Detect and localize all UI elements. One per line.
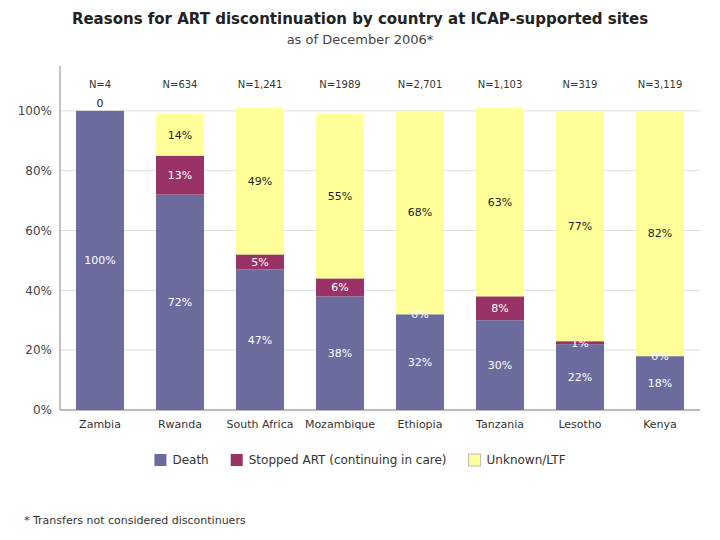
annotation: N=3,119 <box>638 79 683 90</box>
legend-label: Death <box>172 453 208 467</box>
y-tick-label: 80% <box>25 164 52 178</box>
y-axis-line <box>60 66 61 410</box>
bar-segment <box>396 111 444 314</box>
data-label: 30% <box>488 359 512 372</box>
data-labels: 100% 0 72% 13% 14% 47% 5% 49% 38% 6% 55% 32% 0% 68% 30… <box>84 97 672 390</box>
bars <box>76 108 684 410</box>
bar-segment <box>76 110 124 111</box>
bar-segment <box>636 356 684 410</box>
annotation: N=1,241 <box>238 79 283 90</box>
legend: Death Stopped ART (continuing in care) Unk… <box>154 453 565 467</box>
y-tick-label: 40% <box>25 284 52 298</box>
bar-segment <box>156 114 204 156</box>
annotation: N=4 <box>89 79 111 90</box>
x-tick-label: Tanzania <box>475 418 524 431</box>
chart: Reasons for ART discontinuation by count… <box>0 0 720 540</box>
legend-item: Death <box>154 453 208 467</box>
bar-segment <box>476 108 524 296</box>
data-label: 0% <box>411 308 428 321</box>
data-label: 32% <box>408 356 432 369</box>
bar-segment <box>636 111 684 356</box>
bar-segment <box>556 344 604 410</box>
data-label: 1% <box>571 337 588 350</box>
bar-segment <box>156 195 204 410</box>
data-label: 5% <box>251 256 268 269</box>
data-label: 72% <box>168 296 192 309</box>
legend-swatch <box>231 454 243 466</box>
data-label: 6% <box>331 281 348 294</box>
legend-swatch <box>154 454 166 466</box>
bar-segment <box>76 111 124 410</box>
annotation: N=2,701 <box>398 79 443 90</box>
bar-segment <box>316 278 364 296</box>
data-label: 38% <box>328 347 352 360</box>
y-tick-label: 0% <box>33 403 52 417</box>
data-label: 77% <box>568 220 592 233</box>
x-tick-label: Ethiopia <box>398 418 443 431</box>
grid <box>60 111 700 410</box>
bar-segment <box>236 108 284 255</box>
x-tick-label: South Africa <box>227 418 294 431</box>
bar-segment <box>236 254 284 269</box>
bar-segment <box>396 314 444 410</box>
annotation: N=1,103 <box>478 79 523 90</box>
bar-segment <box>556 111 604 341</box>
y-tick-label: 20% <box>25 343 52 357</box>
data-label: 22% <box>568 371 592 384</box>
data-label: 18% <box>648 377 672 390</box>
data-label: 55% <box>328 190 352 203</box>
data-label: 13% <box>168 169 192 182</box>
bar-segment <box>236 269 284 410</box>
bar-segment <box>476 296 524 320</box>
data-label: 8% <box>491 302 508 315</box>
bar-segment <box>476 320 524 410</box>
legend-item: Unknown/LTF <box>469 453 566 467</box>
footnote: * Transfers not considered discontinuers <box>24 514 246 527</box>
data-label: 14% <box>168 129 192 142</box>
x-tick-label: Kenya <box>643 418 677 431</box>
y-tick-label: 100% <box>18 104 52 118</box>
bar-segment <box>156 156 204 195</box>
data-label: 100% <box>84 254 115 267</box>
legend-label: Stopped ART (continuing in care) <box>249 453 447 467</box>
x-tick-label: Zambia <box>79 418 121 431</box>
subtitle: as of December 2006* <box>287 32 434 47</box>
title: Reasons for ART discontinuation by count… <box>72 10 648 28</box>
data-label: 0% <box>651 350 668 363</box>
bar-segment <box>316 296 364 410</box>
x-tick-label: Mozambique <box>305 418 375 431</box>
annotation: N=1989 <box>319 79 360 90</box>
annotation: N=319 <box>563 79 598 90</box>
data-label: 63% <box>488 196 512 209</box>
data-label: 49% <box>248 175 272 188</box>
data-label: 0 <box>97 97 104 110</box>
annotation: N=634 <box>163 79 198 90</box>
data-label: 68% <box>408 206 432 219</box>
data-label: 82% <box>648 227 672 240</box>
legend-item: Stopped ART (continuing in care) <box>231 453 447 467</box>
legend-label: Unknown/LTF <box>487 453 566 467</box>
data-label: 47% <box>248 334 272 347</box>
y-tick-label: 60% <box>25 224 52 238</box>
x-tick-label: Lesotho <box>558 418 601 431</box>
legend-swatch <box>469 454 481 466</box>
bar-segment <box>76 110 124 111</box>
bar-segment <box>316 114 364 279</box>
x-tick-label: Rwanda <box>158 418 202 431</box>
